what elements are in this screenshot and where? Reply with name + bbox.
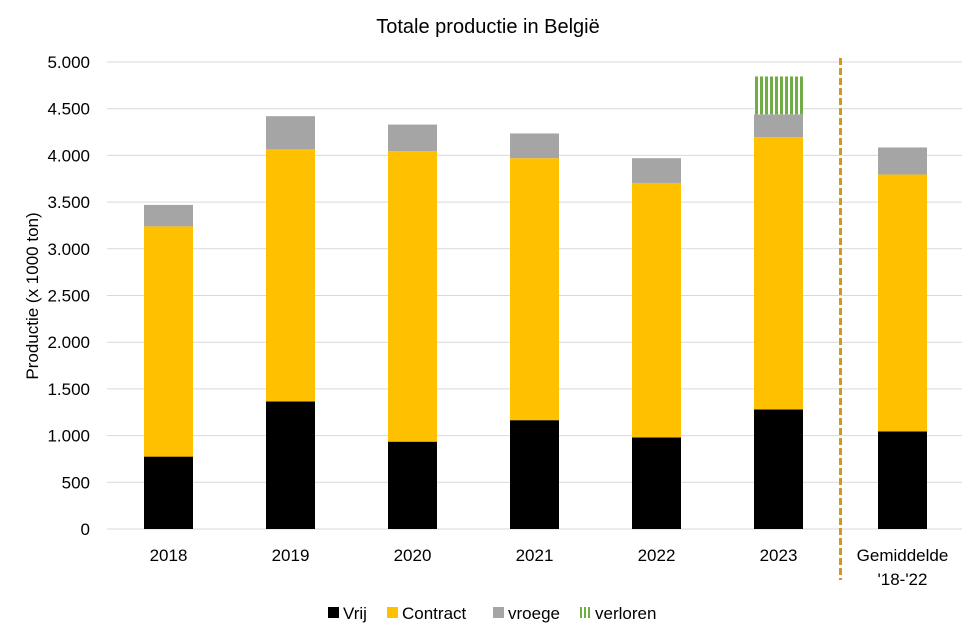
y-tick-label: 500 (62, 473, 90, 492)
legend-label: vroege (508, 604, 560, 623)
bar-stack-2021 (510, 133, 559, 529)
x-tick-label: 2019 (272, 546, 310, 565)
x-tick-label: 2018 (150, 546, 188, 565)
bar-contract (878, 174, 927, 432)
bar-stack-2019 (266, 116, 315, 529)
chart-title: Totale productie in België (376, 16, 599, 38)
x-tick-label: 2023 (760, 546, 798, 565)
y-axis-label: Productie (x 1000 ton) (23, 212, 42, 379)
x-tick-label: Gemiddelde (857, 546, 949, 565)
legend-label: Contract (402, 604, 467, 623)
bar-contract (388, 151, 437, 442)
bar-stack-2023 (754, 76, 803, 529)
legend-label: verloren (595, 604, 656, 623)
bar-vroege (632, 158, 681, 183)
bar-vrij (388, 441, 437, 529)
bar-vrij (754, 409, 803, 529)
bar-vroege (754, 114, 803, 138)
y-tick-label: 2.500 (47, 287, 90, 306)
bars (144, 76, 927, 529)
y-tick-label: 1.500 (47, 380, 90, 399)
x-tick-label: 2021 (516, 546, 554, 565)
y-tick-label: 5.000 (47, 53, 90, 72)
y-tick-label: 3.500 (47, 193, 90, 212)
legend-swatch (584, 607, 586, 618)
y-tick-label: 4.000 (47, 146, 90, 165)
bar-stack-2022 (632, 158, 681, 529)
legend-swatch (588, 607, 590, 618)
legend-item-vroege: vroege (493, 604, 560, 623)
bar-contract (632, 182, 681, 438)
legend-swatch (580, 607, 582, 618)
x-tick-label: 2020 (394, 546, 432, 565)
y-tick-label: 4.500 (47, 100, 90, 119)
legend-item-vrij: Vrij (328, 604, 367, 623)
legend-item-verloren: verloren (580, 604, 656, 623)
bar-contract (144, 226, 193, 457)
bar-contract (754, 137, 803, 410)
y-tick-label: 1.000 (47, 427, 90, 446)
bar-vroege (388, 124, 437, 152)
legend-label: Vrij (343, 604, 367, 623)
bar-vroege (144, 204, 193, 227)
y-tick-label: 2.000 (47, 333, 90, 352)
bar-verloren (754, 76, 803, 115)
legend: Vrij Contract vroege verloren (328, 604, 656, 623)
bar-vroege (510, 133, 559, 159)
bar-vroege (878, 147, 927, 175)
bar-vrij (632, 437, 681, 529)
bar-stack-2018 (144, 204, 193, 529)
legend-swatch (328, 607, 339, 618)
bar-vrij (878, 431, 927, 529)
x-tick-label: 2022 (638, 546, 676, 565)
y-tick-label: 0 (81, 520, 90, 539)
bar-vroege (266, 116, 315, 150)
bar-vrij (266, 401, 315, 529)
legend-swatch (387, 607, 398, 618)
legend-item-contract: Contract (387, 604, 467, 623)
y-axis-ticks: 0 500 1.000 1.500 2.000 2.500 3.000 3.500 4.000 4… (47, 53, 90, 539)
y-tick-label: 3.000 (47, 240, 90, 259)
bar-vrij (510, 420, 559, 529)
bar-contract (510, 158, 559, 421)
bar-stack-2020 (388, 124, 437, 529)
x-axis-labels: 2018 2019 2020 2021 2022 2023 Gemiddelde '18-'2… (150, 546, 949, 589)
bar-stack-gemiddelde-18-22 (878, 147, 927, 529)
legend-swatch (493, 607, 504, 618)
bar-vrij (144, 456, 193, 529)
x-tick-label: '18-'22 (878, 570, 928, 589)
bar-contract (266, 149, 315, 402)
